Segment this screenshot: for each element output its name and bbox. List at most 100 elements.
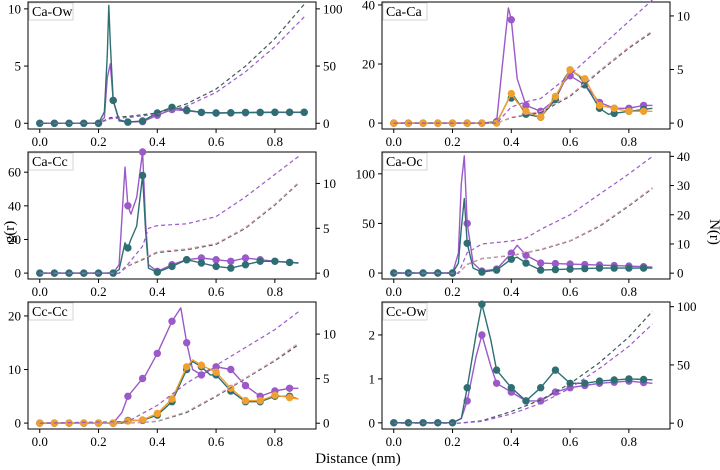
data-point	[478, 268, 486, 276]
data-point	[241, 254, 250, 262]
x-tick-label: 0.8	[621, 134, 637, 149]
data-point	[492, 379, 501, 387]
x-tick-label: 0.4	[503, 134, 520, 149]
series-line-orange-g-r-	[39, 359, 299, 424]
data-point	[168, 262, 176, 271]
data-point	[212, 262, 220, 271]
x-tick-label: 0.0	[32, 434, 48, 449]
data-point	[241, 108, 250, 117]
x-tick-label: 0.8	[621, 434, 637, 449]
data-point	[610, 264, 618, 272]
figure-xlabel: Distance (nm)	[315, 451, 400, 467]
y2-tick-label: 0	[677, 416, 684, 431]
data-point	[463, 384, 471, 392]
series-line-purple-n-r-	[393, 155, 653, 274]
x-tick-label: 0.0	[386, 284, 402, 299]
panel-ca-cc: 0.0 0.2 0.4 0.6 0.8 0 20 40 60 0 5 10 Ca-Cc	[8, 148, 336, 299]
y-tick-label: 40	[8, 198, 21, 213]
y-tick-label: 20	[8, 308, 21, 323]
data-point	[168, 317, 176, 325]
panel-title-box	[382, 152, 428, 171]
y2-tick-label: 0	[323, 266, 330, 281]
x-tick-label: 0.2	[444, 284, 460, 299]
x-tick-label: 0.6	[562, 284, 579, 299]
data-point	[256, 108, 264, 117]
data-point	[124, 392, 132, 400]
y2-tick-label: 50	[677, 357, 690, 372]
x-tick-label: 0.0	[32, 284, 48, 299]
y-tick-label: 20	[8, 232, 21, 247]
y-tick-label: 0	[15, 266, 22, 281]
data-point	[197, 361, 206, 369]
series-line-orange-n-r-	[393, 187, 653, 274]
data-point	[610, 376, 618, 384]
x-tick-label: 0.6	[208, 434, 225, 449]
x-tick-label: 0.8	[621, 284, 637, 299]
data-point	[581, 264, 589, 273]
y2-tick-label: 100	[677, 299, 697, 314]
x-tick-label: 0.4	[149, 134, 166, 149]
panel-title-box	[28, 152, 74, 171]
data-point	[227, 109, 235, 117]
data-point	[625, 107, 633, 116]
y2-tick-label: 20	[677, 207, 690, 222]
x-tick-label: 0.4	[149, 284, 166, 299]
y-tick-label: 10	[8, 1, 21, 16]
y-tick-label: 5	[15, 59, 22, 74]
data-point	[595, 101, 604, 110]
data-point	[285, 258, 294, 267]
y2-tick-label: 5	[323, 221, 330, 236]
data-point	[256, 257, 264, 265]
data-point	[566, 265, 574, 273]
y2-tick-label: 50	[323, 59, 336, 74]
y2-tick-label: 0	[677, 116, 684, 131]
y-tick-label: 2	[369, 327, 376, 342]
axes-frame	[27, 151, 317, 280]
data-point	[595, 377, 604, 385]
data-point	[551, 259, 560, 268]
panel-ca-oc: 0.0 0.2 0.4 0.6 0.8 0 50 100 0 10 20 30 40 Ca-Oc	[356, 149, 691, 299]
data-point	[212, 368, 220, 376]
x-tick-label: 0.4	[149, 434, 166, 449]
data-point	[537, 259, 545, 267]
data-point	[241, 396, 250, 405]
x-tick-label: 0.2	[90, 434, 106, 449]
y-tick-label: 50	[362, 216, 375, 231]
data-point	[197, 108, 206, 117]
data-point	[183, 363, 191, 371]
data-point	[227, 264, 235, 272]
panel-title-box	[382, 302, 428, 321]
data-point	[625, 264, 633, 272]
data-point	[537, 113, 545, 121]
y2-tick-label: 100	[323, 1, 343, 16]
x-tick-label: 0.6	[562, 134, 579, 149]
data-point	[138, 416, 147, 424]
data-point	[153, 409, 162, 418]
data-point	[300, 108, 308, 116]
data-point	[227, 257, 235, 265]
x-tick-label: 0.0	[32, 134, 48, 149]
panel-title: Ca-Ca	[386, 5, 423, 20]
x-tick-label: 0.6	[208, 134, 225, 149]
x-tick-label: 0.0	[386, 434, 402, 449]
x-tick-label: 0.4	[503, 434, 520, 449]
x-tick-label: 0.6	[208, 284, 225, 299]
panel-title: Ca-Ow	[32, 5, 73, 20]
data-point	[639, 107, 648, 116]
data-point	[507, 89, 515, 98]
panel-cc-cc: 0.0 0.2 0.4 0.6 0.8 0 10 20 0 5 10 Cc-Cc	[8, 301, 336, 449]
data-point	[463, 239, 471, 248]
data-point	[168, 395, 176, 403]
data-point	[153, 268, 162, 276]
panel-title-box	[28, 2, 74, 21]
x-tick-label: 0.2	[90, 134, 106, 149]
series-line-orange-n-r-	[39, 342, 299, 424]
data-point	[138, 148, 147, 156]
data-point	[507, 255, 515, 263]
data-point	[241, 381, 250, 390]
x-tick-label: 0.8	[267, 284, 283, 299]
x-tick-label: 0.2	[444, 134, 460, 149]
data-point	[478, 300, 486, 308]
